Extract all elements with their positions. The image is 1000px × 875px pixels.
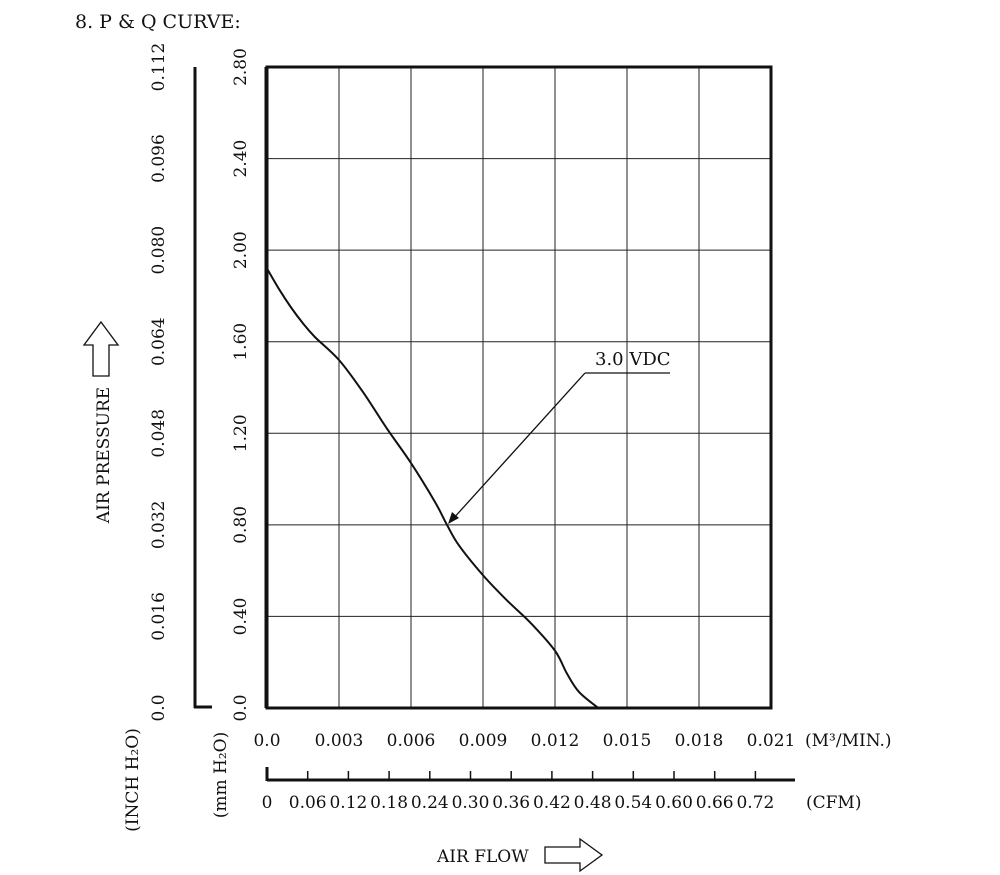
inch-tick-label: 0.048 xyxy=(149,409,169,458)
cfm-unit-label: (CFM) xyxy=(806,793,861,813)
x-tick-labels: 0.0 0.003 0.006 0.009 0.012 0.015 0.018 0.021 xyxy=(253,731,795,751)
x-unit-label: (M³/MIN.) xyxy=(805,731,892,751)
x-tick-label: 0.015 xyxy=(603,731,652,751)
cfm-tick-label: 0.42 xyxy=(533,793,571,813)
right-arrow-icon xyxy=(544,837,604,873)
x-axis-title-group: AIR FLOW xyxy=(436,837,604,873)
cfm-tick-label: 0.18 xyxy=(370,793,408,813)
chart-heading: 8. P & Q CURVE: xyxy=(75,11,241,33)
x-axis-title: AIR FLOW xyxy=(436,847,529,867)
cfm-axis xyxy=(265,767,795,782)
mm-tick-label: 2.00 xyxy=(231,231,251,269)
cfm-tick-label: 0.66 xyxy=(696,793,734,813)
inch-tick-label: 0.032 xyxy=(149,501,169,550)
x-tick-label: 0.021 xyxy=(747,731,796,751)
cfm-tick-label: 0.72 xyxy=(736,793,774,813)
x-tick-label: 0.018 xyxy=(675,731,724,751)
inch-tick-label: 0.096 xyxy=(149,134,169,183)
cfm-tick-labels: 0 0.06 0.12 0.18 0.24 0.30 0.36 0.42 0.48 0.54 0.6… xyxy=(262,771,774,813)
mm-tick-label: 1.20 xyxy=(231,414,251,452)
cfm-tick-label: 0.48 xyxy=(574,793,612,813)
x-tick-label: 0.006 xyxy=(387,731,436,751)
inch-tick-label: 0.080 xyxy=(149,226,169,275)
cfm-tick-label: 0.60 xyxy=(655,793,693,813)
cfm-tick-label: 0.06 xyxy=(289,793,327,813)
up-arrow-icon xyxy=(82,320,120,377)
inch-unit-label: (INCH H₂O) xyxy=(123,728,143,832)
curve-layer xyxy=(266,267,599,709)
x-tick-label: 0.012 xyxy=(531,731,580,751)
series-line-3v xyxy=(266,267,599,709)
annotation-group: 3.0 VDC xyxy=(448,349,671,524)
inch-axis xyxy=(193,67,212,709)
y-axis-title-group: AIR PRESSURE xyxy=(82,320,120,524)
inch-tick-label: 0.112 xyxy=(149,43,169,92)
inch-tick-labels: 0.0 0.016 0.032 0.048 0.064 0.080 0.096 0.112 xyxy=(149,43,169,722)
annotation-arrowhead xyxy=(448,512,459,524)
cfm-tick-label: 0.30 xyxy=(452,793,490,813)
inch-tick-label: 0.016 xyxy=(149,592,169,641)
cfm-tick-label: 0.54 xyxy=(614,793,652,813)
mm-tick-label: 0.40 xyxy=(231,597,251,635)
annotation-label: 3.0 VDC xyxy=(595,349,671,370)
x-tick-label: 0.009 xyxy=(459,731,508,751)
inch-tick-label: 0.0 xyxy=(149,694,169,721)
y-axis-title: AIR PRESSURE xyxy=(94,387,114,524)
grid xyxy=(267,67,771,708)
mm-tick-label: 0.80 xyxy=(231,506,251,544)
mm-tick-label: 0.0 xyxy=(231,694,251,721)
mm-tick-label: 2.40 xyxy=(231,140,251,178)
inch-tick-label: 0.064 xyxy=(149,317,169,366)
cfm-tick-label: 0 xyxy=(262,793,273,813)
x-tick-label: 0.0 xyxy=(253,731,280,751)
cfm-tick-label: 0.12 xyxy=(329,793,367,813)
mm-tick-labels: 0.0 0.40 0.80 1.20 1.60 2.00 2.40 2.80 xyxy=(231,48,251,721)
cfm-tick-label: 0.36 xyxy=(492,793,530,813)
mm-unit-label: (mm H₂O) xyxy=(211,732,231,819)
mm-tick-label: 2.80 xyxy=(231,48,251,86)
x-tick-label: 0.003 xyxy=(315,731,364,751)
cfm-tick-label: 0.24 xyxy=(411,793,449,813)
annotation-leader xyxy=(451,372,586,521)
mm-tick-label: 1.60 xyxy=(231,323,251,361)
